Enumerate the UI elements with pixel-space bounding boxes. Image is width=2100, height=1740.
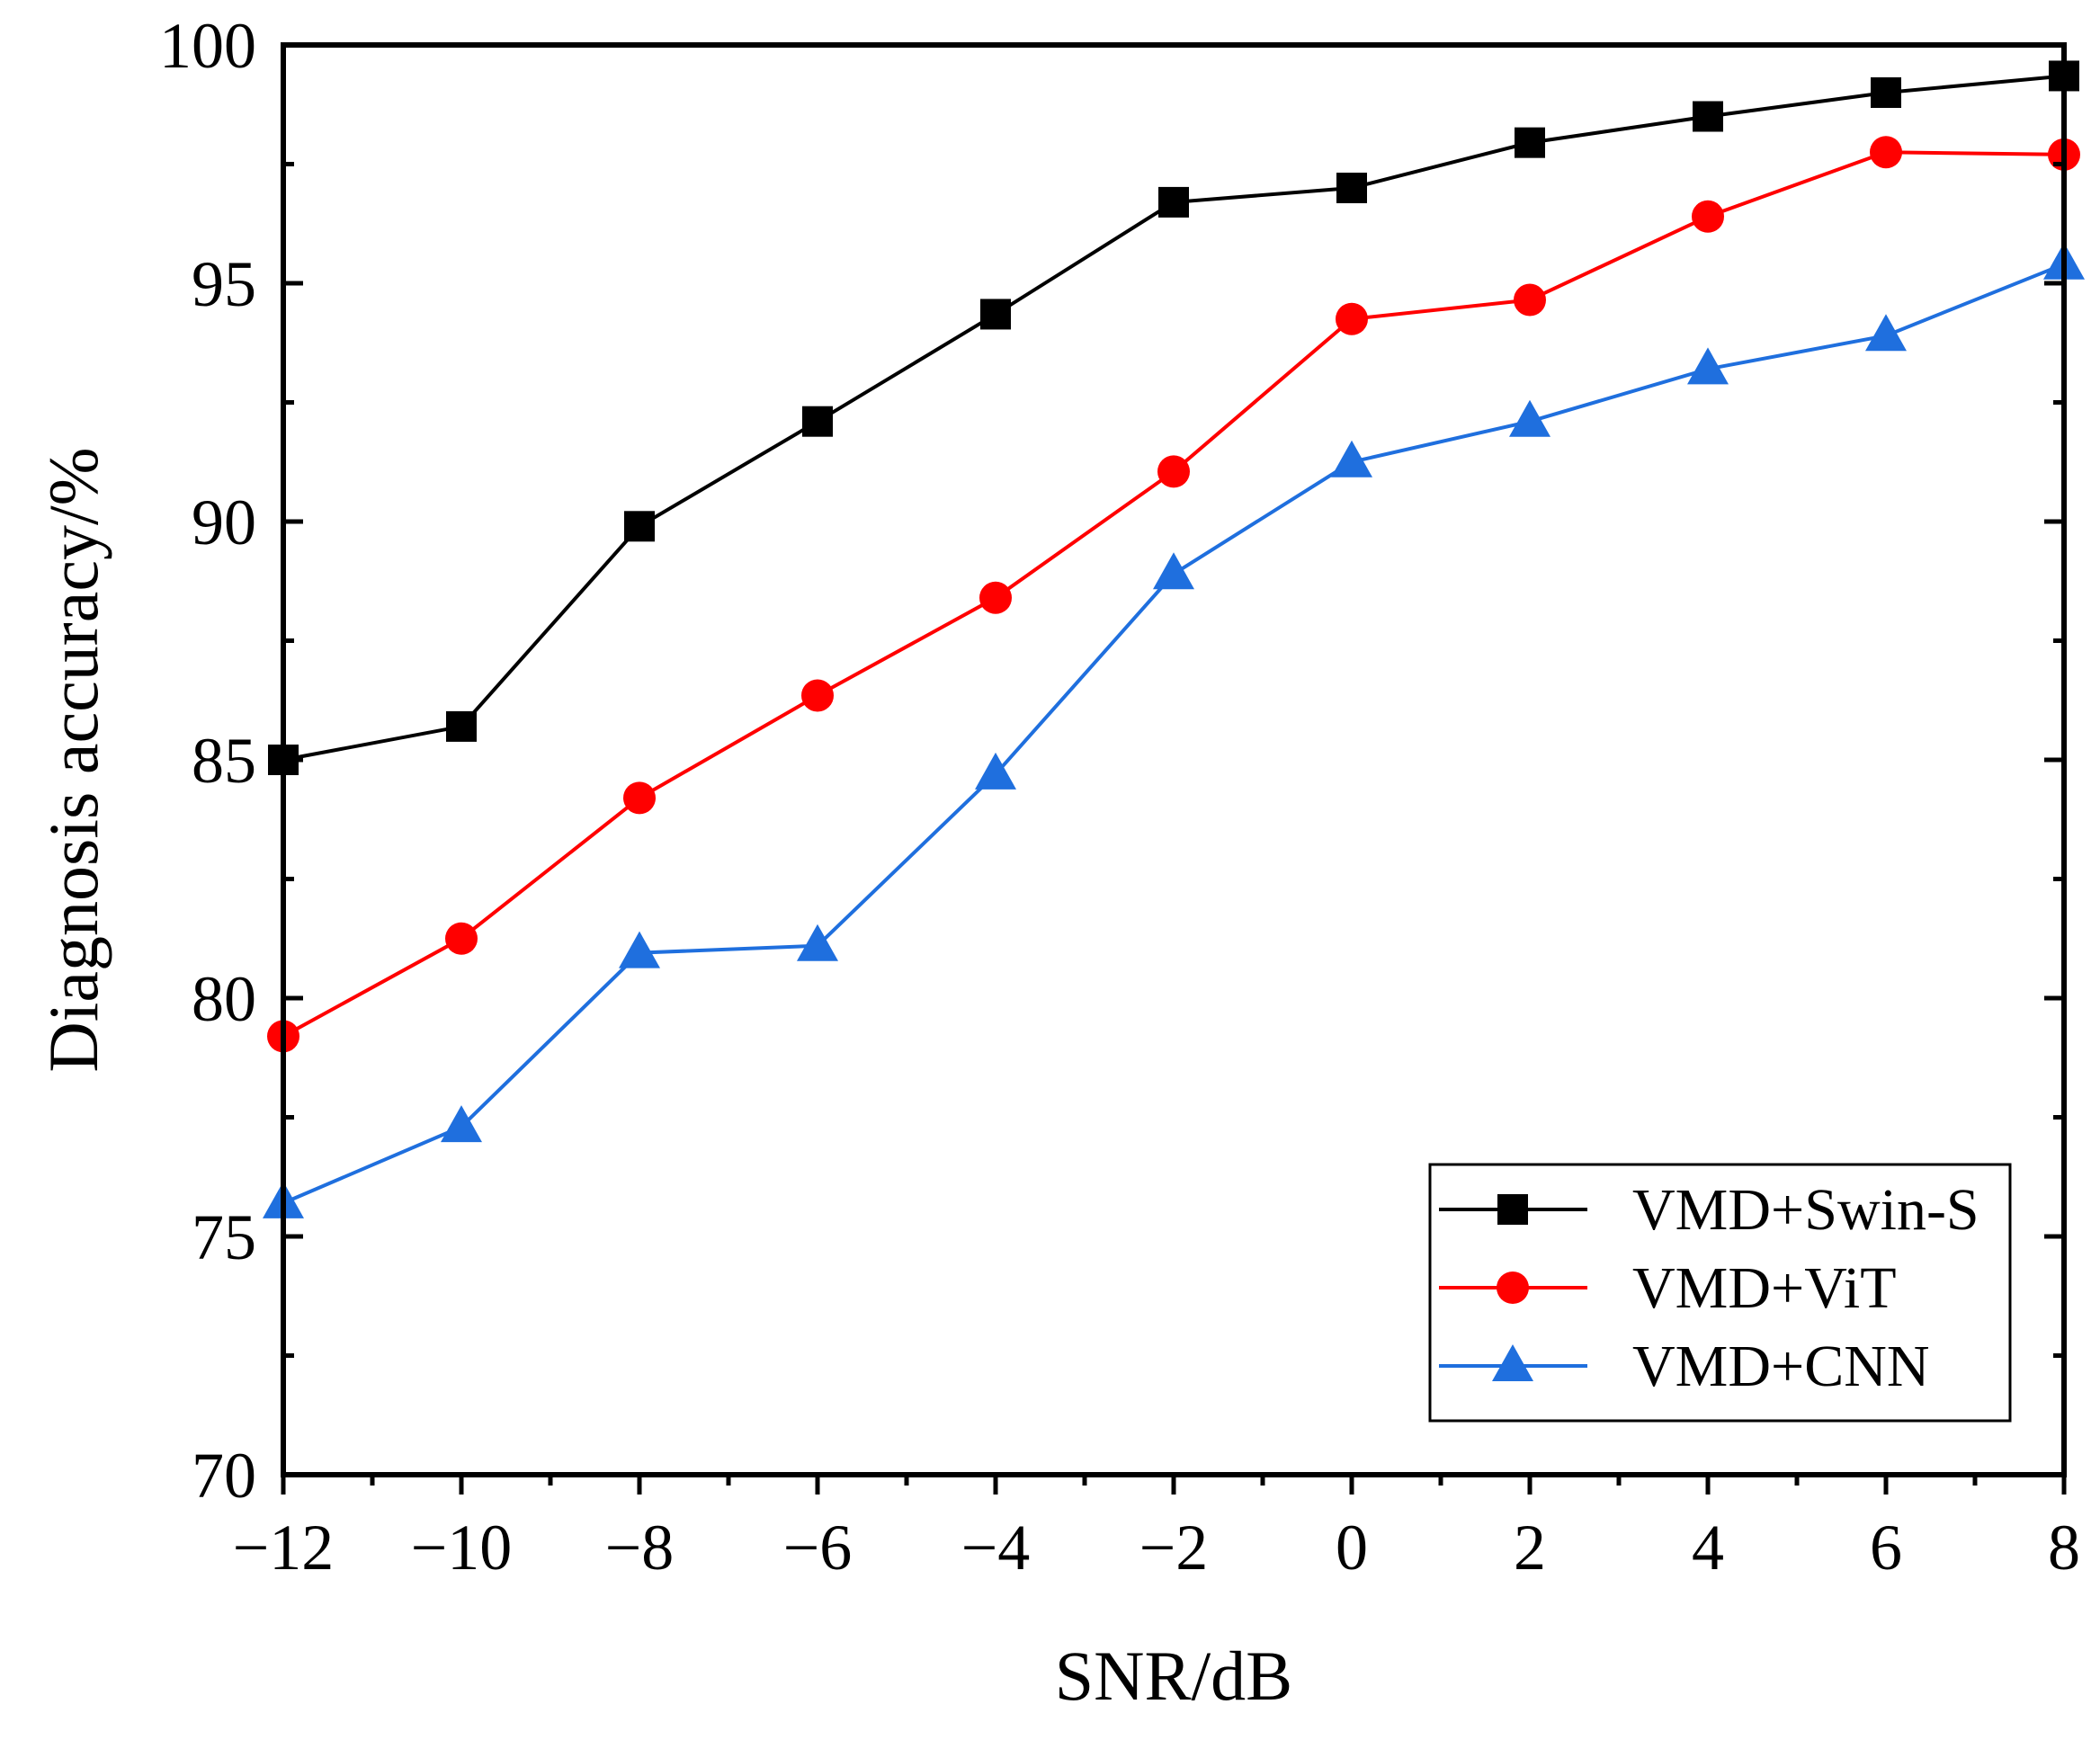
data-point-vmd-swin-s [802,406,833,437]
data-point-vmd-swin-s [1871,77,1901,108]
series-vmd-vit [267,136,2080,1053]
data-point-vmd-cnn [975,752,1016,790]
legend-label-vmd-cnn: VMD+CNN [1632,1334,1930,1399]
legend: VMD+Swin-S VMD+ViT VMD+CNN [1428,1163,2012,1423]
data-point-vmd-cnn [1687,347,1729,385]
data-point-vmd-cnn [797,924,838,961]
data-point-vmd-swin-s [624,511,655,542]
data-point-vmd-vit [1336,302,1368,335]
y-tick-label: 75 [192,1201,256,1273]
axis-ticks [281,42,2067,1495]
x-tick-label: −8 [605,1512,675,1584]
x-tick-label: 4 [1692,1512,1724,1584]
legend-marker-vmd-swin-s [1497,1194,1528,1225]
y-tick-label: 90 [192,486,256,558]
legend-label-vmd-swin-s: VMD+Swin-S [1632,1177,1979,1243]
x-tick-label: 2 [1514,1512,1546,1584]
data-point-vmd-vit [1870,136,1902,169]
data-point-vmd-swin-s [1158,186,1189,218]
data-point-vmd-cnn [1865,314,1907,352]
y-tick-label: 85 [192,725,256,797]
x-tick-label: −12 [233,1512,335,1584]
data-point-vmd-swin-s [980,299,1011,330]
legend-marker-vmd-vit [1497,1272,1529,1304]
data-point-vmd-vit [1692,200,1724,233]
x-tick-label: 6 [1870,1512,1902,1584]
data-point-vmd-swin-s [446,710,477,742]
series-line-vmd-swin-s [282,74,2065,762]
data-point-vmd-swin-s [1515,127,1545,158]
y-tick-label: 80 [192,963,256,1035]
data-point-vmd-vit [801,679,834,712]
data-point-vmd-cnn [1153,552,1194,590]
data-point-vmd-cnn [1331,440,1372,477]
data-point-vmd-vit [979,581,1012,614]
legend-marker-vmd-cnn [1492,1344,1533,1381]
x-tick-label: −4 [961,1512,1031,1584]
y-tick-label: 95 [192,248,256,320]
series-vmd-cnn [263,242,2085,1218]
series-line-vmd-cnn [282,262,2065,1205]
x-tick-label: −10 [411,1512,513,1584]
x-tick-label: −2 [1139,1512,1209,1584]
legend-label-vmd-vit: VMD+ViT [1632,1255,1897,1321]
series-layer [263,60,2085,1218]
y-tick-label: 70 [192,1440,256,1512]
data-point-vmd-swin-s [1693,101,1723,132]
data-point-vmd-cnn [619,931,660,968]
x-tick-label: 8 [2048,1512,2080,1584]
tick-labels: 70 75 80 85 90 95 100 −12 −10 −8 −6 −4 −2 0 2 4 6 8 [159,10,2080,1584]
data-point-vmd-cnn [441,1105,482,1143]
y-tick-label: 100 [159,10,256,82]
y-axis-title: Diagnosis accuracy/% [34,447,112,1072]
series-vmd-swin-s [268,60,2079,775]
data-point-vmd-vit [623,781,656,815]
data-point-vmd-vit [1157,455,1190,488]
series-line-vmd-vit [282,150,2065,1039]
x-tick-label: −6 [783,1512,853,1584]
x-tick-label: 0 [1336,1512,1368,1584]
data-point-vmd-vit [1514,283,1546,317]
x-axis-title: SNR/dB [1055,1637,1292,1715]
data-point-vmd-cnn [1509,399,1550,437]
data-point-vmd-swin-s [1336,173,1367,203]
data-point-vmd-vit [445,922,478,955]
